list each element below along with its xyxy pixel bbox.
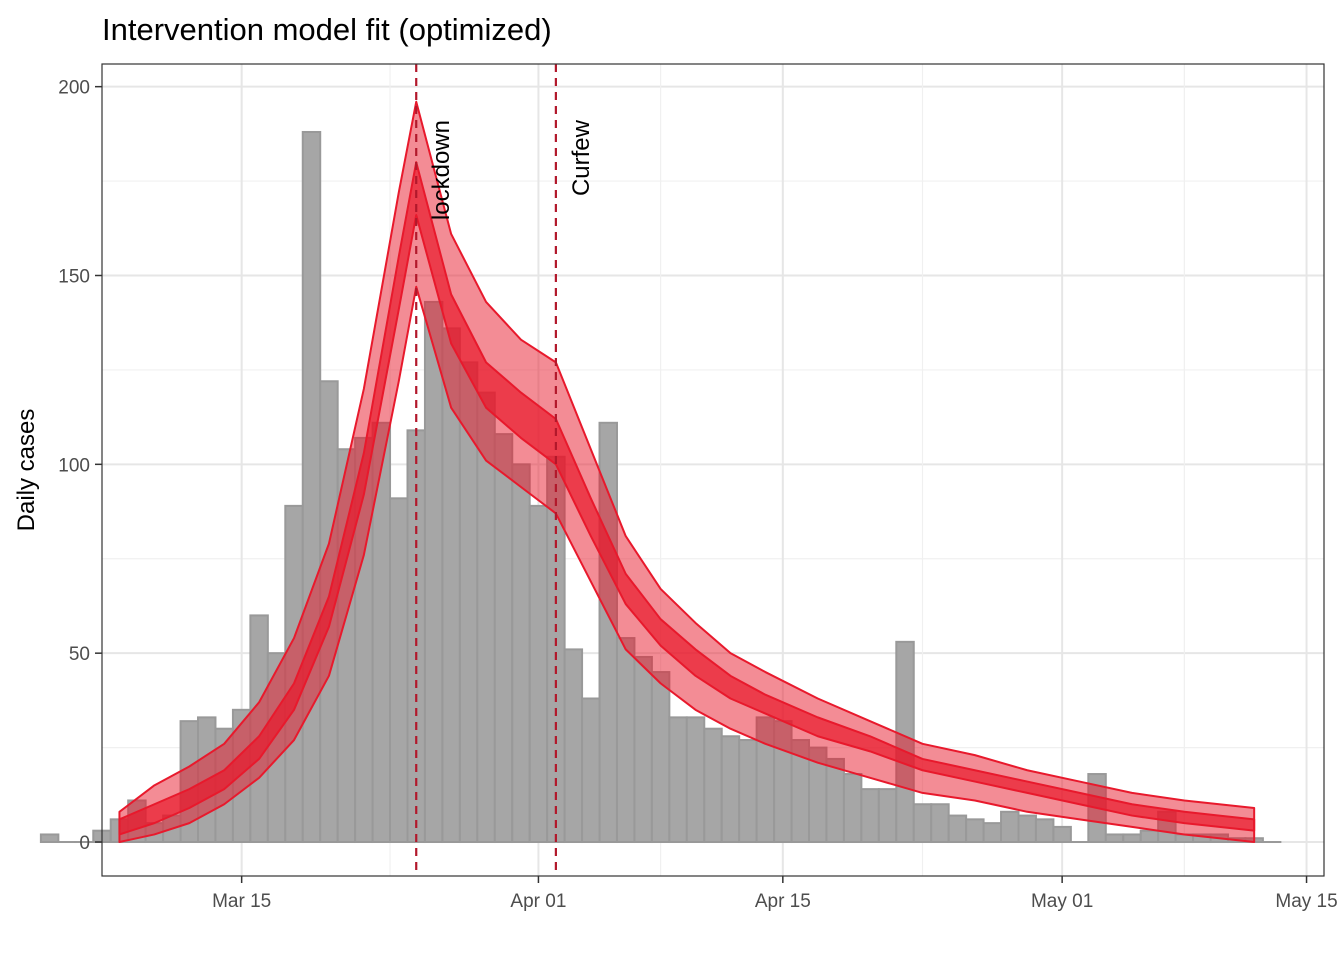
observed-bar <box>650 671 671 844</box>
y-tick-label: 150 <box>58 266 90 287</box>
observed-bar <box>581 697 601 844</box>
observed-bar <box>423 300 444 844</box>
observed-bar <box>825 757 845 844</box>
observed-bar <box>39 833 60 844</box>
observed-bar <box>842 773 863 844</box>
observed-bar <box>668 716 688 844</box>
observed-bar <box>633 655 653 844</box>
x-tick-label: May 15 <box>1275 891 1337 912</box>
y-axis: 0 50 100 150 200 <box>58 78 102 854</box>
x-tick-label: May 01 <box>1031 891 1093 912</box>
observed-bar <box>1122 833 1142 844</box>
annotation-lockdown: lockdown <box>428 120 455 220</box>
observed-bar <box>1034 818 1055 844</box>
y-tick-label: 0 <box>79 833 90 854</box>
chart-title: Intervention model fit (optimized) <box>102 12 552 47</box>
observed-bar <box>860 788 880 844</box>
observed-bar <box>877 788 898 844</box>
y-tick-label: 100 <box>58 455 90 476</box>
observed-bar <box>1000 810 1020 844</box>
observed-bar <box>615 637 636 844</box>
observed-bar <box>528 504 549 844</box>
observed-bar <box>965 818 985 844</box>
y-axis-label: Daily cases <box>13 409 40 532</box>
plot-border <box>101 63 1325 877</box>
observed-bar <box>1017 814 1037 844</box>
observed-bar <box>511 463 531 844</box>
observed-bar <box>1052 825 1072 844</box>
observed-bar <box>301 130 322 844</box>
observed-bar <box>930 803 950 844</box>
x-tick-label: Apr 01 <box>510 891 566 912</box>
observed-bar <box>563 648 584 844</box>
observed-bar <box>685 716 706 844</box>
x-tick-label: Mar 15 <box>212 891 271 912</box>
model-bands <box>118 100 1256 844</box>
x-tick-label: Apr 15 <box>755 891 811 912</box>
observed-bar <box>982 822 1003 844</box>
observed-bar <box>703 727 723 844</box>
annotation-curfew: Curfew <box>568 119 595 196</box>
observed-bar <box>493 433 514 844</box>
y-tick-label: 50 <box>69 644 90 665</box>
observed-bar <box>947 814 968 844</box>
observed-bar <box>912 803 933 844</box>
y-tick-label: 200 <box>58 78 90 99</box>
observed-bar <box>1104 833 1125 844</box>
x-axis: Mar 15 Apr 01 Apr 15 May 01 May 15 <box>212 876 1338 912</box>
model-inner-band <box>118 161 1256 836</box>
observed-bar <box>738 739 758 844</box>
intervention-lines: lockdown Curfew <box>415 64 595 876</box>
observed-bar <box>1139 829 1160 844</box>
observed-bar <box>389 497 409 844</box>
observed-bar <box>720 735 741 844</box>
